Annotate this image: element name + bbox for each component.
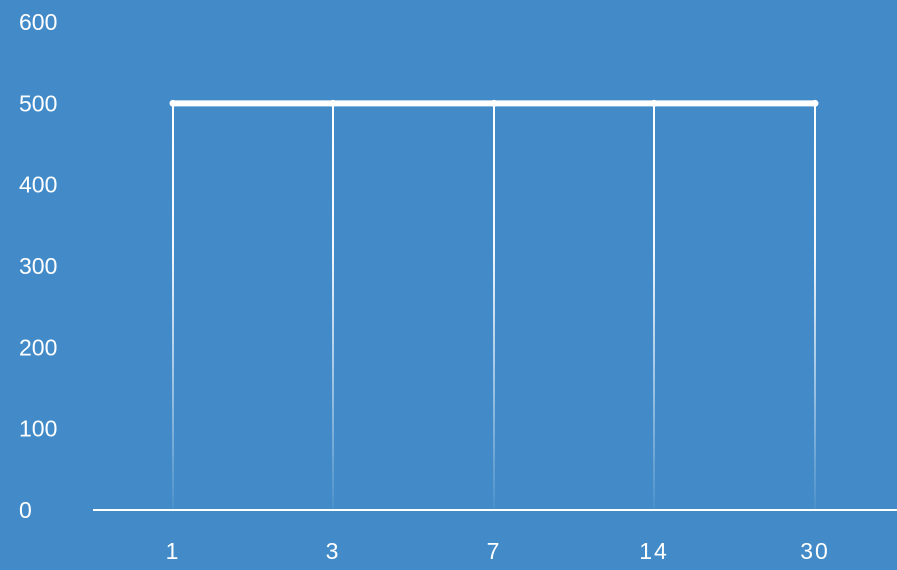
x-tick-label: 30 bbox=[800, 538, 830, 564]
y-tick-label: 400 bbox=[19, 172, 57, 198]
data-point bbox=[329, 99, 337, 107]
y-tick-label: 0 bbox=[19, 497, 32, 523]
data-point bbox=[490, 99, 498, 107]
y-axis-ticks: 0 100 200 300 400 500 600 bbox=[19, 9, 57, 523]
drop-lines bbox=[172, 103, 816, 510]
x-tick-label: 14 bbox=[639, 538, 669, 564]
y-tick-label: 200 bbox=[19, 334, 57, 360]
x-tick-label: 3 bbox=[326, 538, 341, 564]
y-tick-label: 300 bbox=[19, 253, 57, 279]
data-point bbox=[811, 99, 819, 107]
series-group bbox=[169, 99, 819, 107]
y-tick-label: 600 bbox=[19, 9, 57, 35]
data-point bbox=[650, 99, 658, 107]
x-axis-ticks: 1 3 7 14 30 bbox=[166, 538, 830, 564]
x-tick-label: 1 bbox=[166, 538, 181, 564]
data-point bbox=[169, 99, 177, 107]
x-tick-label: 7 bbox=[487, 538, 502, 564]
y-tick-label: 500 bbox=[19, 90, 57, 116]
y-tick-label: 100 bbox=[19, 416, 57, 442]
